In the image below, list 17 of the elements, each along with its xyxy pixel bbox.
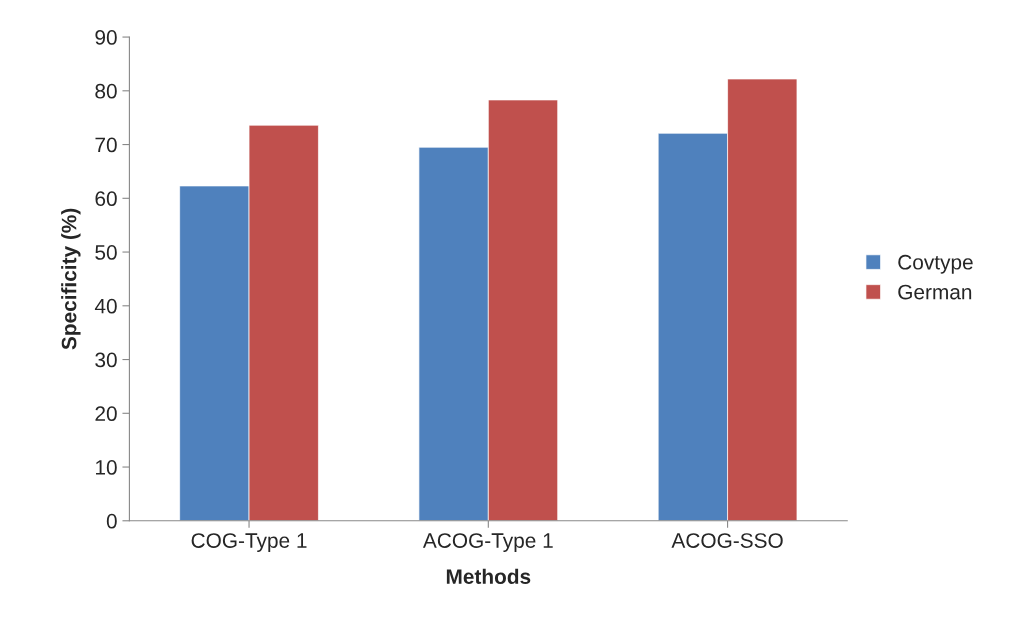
y-tick-label: 70	[95, 137, 117, 153]
x-tick-label: ACOG-Type 1	[422, 533, 553, 553]
y-tick-label: 0	[106, 513, 117, 529]
y-tick-label: 20	[95, 406, 117, 422]
legend-label: German	[898, 284, 972, 300]
y-tick-label: 80	[95, 83, 117, 99]
y-tick-label: 90	[95, 30, 117, 45]
y-tick-label: 60	[95, 191, 117, 207]
x-axis-title: Methods	[446, 568, 531, 584]
y-tick-label: 10	[96, 460, 117, 475]
y-axis-title: Specificity (%)	[61, 208, 81, 350]
y-tick-label: 50	[95, 245, 117, 260]
x-tick-label: ACOG-SSO	[671, 533, 783, 548]
x-tick-label: COG-Type 1	[191, 533, 307, 553]
legend-label: Covtype	[898, 254, 973, 274]
y-tick-label: 40	[94, 298, 117, 314]
y-tick-label: 30	[95, 352, 117, 368]
